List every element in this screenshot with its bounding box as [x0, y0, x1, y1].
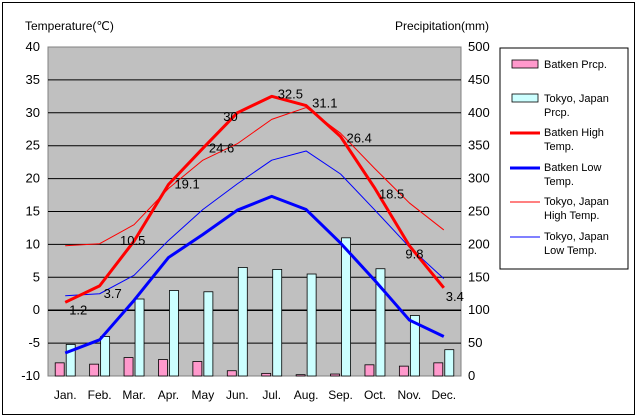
right-tick-label: 400: [468, 105, 490, 120]
right-tick-label: 300: [468, 171, 490, 186]
data-label: 10.5: [120, 233, 145, 248]
category-label: Oct.: [364, 388, 386, 402]
left-tick-label: 5: [33, 269, 40, 284]
legend-tokyo-precip-swatch: [511, 93, 539, 103]
right-tick-label: 450: [468, 72, 490, 87]
batken-precip-bar: [123, 357, 134, 377]
legend-tokyo-precip-label: Tokyo, Japan: [544, 93, 609, 105]
category-label: Jun.: [226, 388, 249, 402]
category-label: Nov.: [397, 388, 421, 402]
category-label: Sep.: [328, 388, 353, 402]
category-label: Dec.: [431, 388, 456, 402]
data-label: 3.7: [104, 286, 122, 301]
legend-box: [499, 47, 629, 270]
left-tick-label: 35: [26, 72, 40, 87]
left-tick-label: 40: [26, 39, 40, 54]
batken-precip-bar: [295, 374, 306, 377]
right-tick-label: 0: [468, 368, 475, 383]
category-label: Mar.: [122, 388, 145, 402]
data-label: 24.6: [209, 140, 234, 155]
data-label: 9.8: [405, 247, 423, 262]
tokyo-precip-bar: [306, 273, 317, 377]
legend-tokyo-low-label: Low Temp.: [544, 245, 597, 257]
left-tick-label: 25: [26, 138, 40, 153]
legend-batken-high-label: Batken High: [544, 127, 604, 139]
tokyo-precip-bar: [65, 344, 76, 377]
category-label: Apr.: [158, 388, 179, 402]
batken-precip-bar: [226, 370, 237, 377]
category-label: Jan.: [54, 388, 77, 402]
batken-precip-bar: [158, 359, 168, 377]
tokyo-precip-bar: [375, 268, 386, 377]
legend-tokyo-low-label: Tokyo, Japan: [544, 231, 609, 243]
batken-precip-bar: [398, 365, 409, 377]
category-label: Feb.: [88, 388, 112, 402]
tokyo-precip-bar: [203, 291, 214, 377]
tokyo-precip-bar: [272, 269, 283, 377]
legend-batken-low-label: Temp.: [544, 176, 574, 188]
data-label: 31.1: [312, 96, 337, 111]
batken-precip-bar: [261, 372, 272, 377]
data-label: 19.1: [174, 177, 199, 192]
batken-precip-bar: [89, 363, 100, 377]
tokyo-precip-bar: [444, 349, 455, 377]
batken-precip-bar: [192, 361, 203, 377]
data-label: 1.2: [69, 302, 87, 317]
data-label: 3.4: [446, 289, 464, 304]
tokyo-precip-bar: [134, 298, 145, 377]
batken-high-line: [64, 94, 445, 304]
batken-precip-bar: [364, 364, 375, 377]
right-tick-label: 500: [468, 39, 490, 54]
legend-tokyo-high-label: Tokyo, Japan: [544, 196, 609, 208]
right-axis-title: Precipitation(mm): [395, 19, 489, 33]
legend-batken-high-label: Temp.: [544, 141, 574, 153]
left-tick-label: 10: [26, 236, 40, 251]
tokyo-low-line: [65, 150, 445, 297]
right-tick-label: 150: [468, 269, 490, 284]
left-tick-label: 20: [26, 171, 40, 186]
legend-tokyo-precip-label: Prcp.: [544, 107, 570, 119]
legend-batken-precip-label: Batken Prcp.: [544, 59, 607, 71]
data-label: 26.4: [347, 130, 372, 145]
batken-precip-bar: [433, 362, 444, 377]
right-tick-label: 50: [468, 335, 482, 350]
batken-precip-bar: [330, 373, 340, 377]
data-label: 30: [223, 109, 237, 124]
right-tick-label: 250: [468, 204, 490, 219]
chart-frame: -10 0 -5 50 0 100 5 150 10 200 15 250 20 300 25 350 30 40…: [2, 2, 635, 415]
data-label: 32.5: [278, 86, 303, 101]
right-tick-label: 200: [468, 236, 490, 251]
left-tick-label: -10: [21, 368, 40, 383]
tokyo-precip-bar: [409, 315, 420, 377]
legend-batken-low-label: Batken Low: [544, 162, 602, 174]
tokyo-precip-bar: [100, 336, 111, 377]
category-label: May: [192, 388, 215, 402]
left-tick-label: 0: [33, 302, 40, 317]
legend-tokyo-high-label: High Temp.: [544, 210, 599, 222]
left-axis-title: Temperature(℃): [25, 19, 114, 33]
batken-precip-bar: [54, 362, 65, 377]
category-label: Jul.: [262, 388, 281, 402]
left-tick-label: -5: [28, 335, 40, 350]
data-label: 18.5: [379, 186, 404, 201]
category-label: Aug.: [294, 388, 319, 402]
tokyo-precip-bar: [237, 267, 248, 377]
tokyo-high-line: [65, 107, 445, 247]
left-tick-label: 15: [26, 204, 40, 219]
right-tick-label: 100: [468, 302, 490, 317]
legend-batken-precip-swatch: [511, 59, 539, 69]
right-tick-label: 350: [468, 138, 490, 153]
batken-low-line: [64, 194, 445, 355]
tokyo-precip-bar: [341, 237, 351, 377]
left-tick-label: 30: [26, 105, 40, 120]
tokyo-precip-bar: [169, 290, 179, 377]
